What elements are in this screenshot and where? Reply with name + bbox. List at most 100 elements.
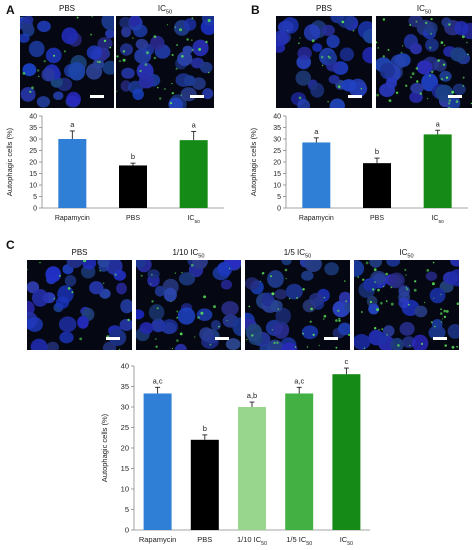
- nucleus: [134, 48, 152, 64]
- micrograph: [136, 260, 241, 350]
- autophagy-puncta: [287, 29, 289, 32]
- micrograph: [116, 16, 214, 108]
- autophagy-puncta: [448, 23, 451, 26]
- y-tick-label: 35: [29, 125, 37, 132]
- y-tick-label: 5: [125, 505, 129, 514]
- image-title: PBS: [71, 248, 88, 257]
- autophagy-puncta: [443, 309, 446, 313]
- autophagy-puncta: [363, 347, 366, 350]
- autophagy-puncta: [377, 288, 380, 292]
- autophagy-puncta: [455, 100, 459, 103]
- nucleus: [281, 342, 298, 350]
- autophagy-puncta: [285, 277, 287, 280]
- bar: [179, 140, 208, 208]
- autophagy-puncta: [190, 39, 193, 41]
- autophagy-puncta: [404, 268, 407, 271]
- autophagy-puncta: [181, 272, 183, 274]
- autophagy-puncta: [470, 102, 472, 105]
- autophagy-puncta: [344, 280, 346, 282]
- autophagy-puncta: [434, 325, 436, 328]
- significance-label: a: [70, 120, 75, 129]
- autophagy-puncta: [413, 288, 417, 292]
- autophagy-puncta: [405, 274, 407, 276]
- autophagy-puncta: [186, 38, 189, 41]
- autophagy-puncta: [151, 273, 153, 276]
- micrograph: [276, 16, 372, 108]
- nucleus: [136, 260, 146, 268]
- autophagy-puncta: [166, 24, 169, 26]
- y-tick-label: 0: [125, 526, 129, 535]
- autophagy-puncta: [376, 93, 379, 97]
- autophagy-puncta: [443, 315, 446, 318]
- autophagy-puncta: [179, 332, 183, 336]
- autophagy-puncta: [153, 35, 157, 38]
- autophagy-puncta: [431, 70, 434, 74]
- bar: [143, 393, 172, 530]
- autophagy-puncta: [122, 58, 126, 62]
- nucleus: [66, 260, 83, 269]
- autophagy-puncta: [29, 90, 32, 93]
- y-tick-label: 15: [29, 171, 37, 178]
- autophagy-puncta: [327, 101, 329, 103]
- autophagy-puncta: [424, 301, 426, 303]
- nucleus: [202, 88, 214, 100]
- significance-label: a: [436, 119, 441, 128]
- autophagy-puncta: [53, 297, 56, 300]
- y-tick-label: 20: [121, 444, 129, 453]
- y-tick-label: 30: [29, 137, 37, 144]
- autophagy-puncta: [248, 305, 250, 308]
- autophagy-puncta: [429, 46, 432, 49]
- image-title: 1/10 IC50: [172, 248, 205, 260]
- autophagy-puncta: [466, 41, 468, 44]
- autophagy-puncta: [43, 60, 46, 63]
- autophagy-puncta: [431, 282, 435, 286]
- nucleus: [22, 63, 37, 77]
- scale-bar: [215, 337, 229, 340]
- autophagy-puncta: [271, 292, 275, 296]
- autophagy-puncta: [448, 106, 451, 108]
- nucleus: [326, 60, 339, 72]
- y-axis-label: Autophagic cells (%): [5, 127, 14, 196]
- nucleus: [301, 270, 314, 281]
- nucleus: [272, 321, 290, 339]
- autophagy-puncta: [419, 92, 423, 95]
- autophagy-puncta: [96, 60, 99, 63]
- y-tick-label: 15: [121, 464, 129, 473]
- nucleus: [97, 260, 110, 268]
- image-title: 1/5 IC50: [283, 248, 312, 260]
- nucleus: [129, 16, 141, 27]
- autophagy-puncta: [58, 274, 61, 277]
- significance-label: b: [131, 152, 135, 161]
- significance-label: a,c: [294, 376, 304, 385]
- scale-bar: [90, 95, 104, 98]
- autophagy-puncta: [218, 325, 220, 328]
- autophagy-puncta: [154, 338, 157, 340]
- nucleus: [328, 74, 340, 84]
- nucleus: [424, 21, 438, 35]
- nucleus: [148, 304, 165, 321]
- autophagy-puncta: [456, 302, 459, 305]
- nucleus: [133, 24, 148, 38]
- significance-label: a,c: [153, 376, 163, 385]
- autophagy-puncta: [408, 303, 410, 306]
- nucleus: [276, 30, 289, 47]
- autophagy-puncta: [405, 287, 408, 289]
- autophagy-puncta: [426, 97, 429, 100]
- autophagy-puncta: [335, 346, 338, 349]
- nucleus: [82, 260, 97, 270]
- autophagy-puncta: [416, 80, 419, 83]
- y-tick-label: 20: [273, 160, 281, 167]
- autophagy-puncta: [400, 51, 403, 54]
- autophagy-puncta: [198, 48, 201, 51]
- autophagy-puncta: [440, 312, 443, 315]
- nucleus: [245, 277, 260, 290]
- nucleus: [301, 325, 319, 340]
- nucleus: [97, 37, 113, 50]
- panel-letter-a: A: [6, 3, 15, 17]
- image-title: IC50: [157, 4, 173, 16]
- autophagy-puncta: [246, 338, 248, 341]
- nucleus: [304, 260, 322, 272]
- nucleus: [402, 336, 416, 348]
- nucleus: [66, 91, 81, 107]
- autophagy-puncta: [337, 85, 341, 88]
